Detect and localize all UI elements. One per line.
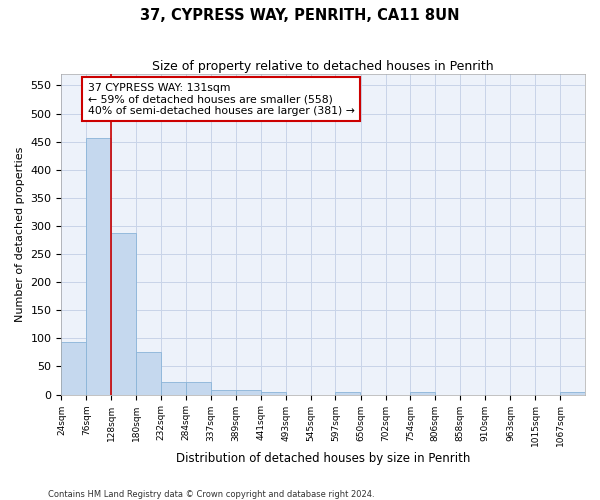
Bar	[136, 352, 161, 395]
Text: 37 CYPRESS WAY: 131sqm
← 59% of detached houses are smaller (558)
40% of semi-de: 37 CYPRESS WAY: 131sqm ← 59% of detached…	[88, 82, 355, 116]
Bar	[211, 390, 236, 394]
Bar	[61, 342, 86, 394]
Bar	[236, 390, 261, 394]
Bar	[111, 234, 136, 394]
Bar	[86, 138, 111, 394]
Bar	[261, 392, 286, 394]
Text: Contains HM Land Registry data © Crown copyright and database right 2024.: Contains HM Land Registry data © Crown c…	[48, 490, 374, 499]
Bar	[560, 392, 585, 394]
Y-axis label: Number of detached properties: Number of detached properties	[15, 146, 25, 322]
Title: Size of property relative to detached houses in Penrith: Size of property relative to detached ho…	[152, 60, 494, 73]
X-axis label: Distribution of detached houses by size in Penrith: Distribution of detached houses by size …	[176, 452, 470, 465]
Text: 37, CYPRESS WAY, PENRITH, CA11 8UN: 37, CYPRESS WAY, PENRITH, CA11 8UN	[140, 8, 460, 22]
Bar	[410, 392, 436, 394]
Bar	[161, 382, 186, 394]
Bar	[335, 392, 360, 394]
Bar	[186, 382, 211, 394]
